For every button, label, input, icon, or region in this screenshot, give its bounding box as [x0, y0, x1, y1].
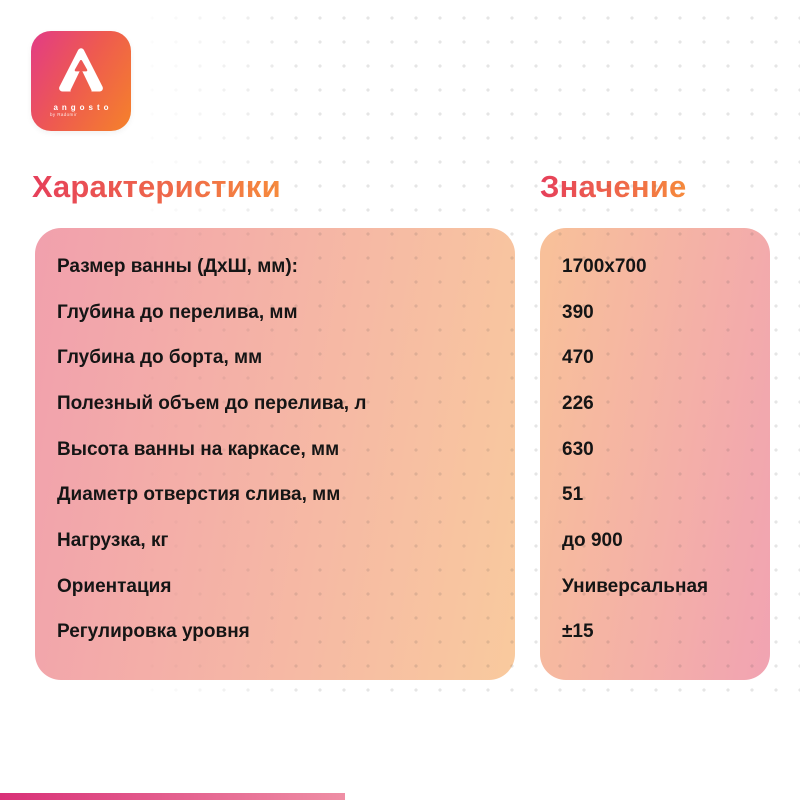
spec-value: 51 [562, 484, 584, 506]
angosto-a-icon [51, 42, 111, 102]
values-panel: 1700x700 390 470 226 630 51 до 900 Универсальна… [540, 228, 770, 680]
spec-value: ±15 [562, 621, 594, 643]
spec-label: Высота ванны на каркасе, мм [57, 438, 340, 460]
bottom-accent-bar [0, 793, 345, 800]
spec-label: Размер ванны (ДхШ, мм): [57, 255, 298, 277]
spec-value: 226 [562, 392, 594, 414]
spec-value: Универсальная [562, 575, 709, 597]
spec-label: Регулировка уровня [57, 621, 250, 643]
spec-value: 630 [562, 438, 594, 460]
spec-value: до 900 [562, 529, 623, 551]
spec-label: Полезный объем до перелива, л [57, 392, 367, 414]
spec-value: 1700x700 [562, 255, 647, 277]
spec-label: Ориентация [57, 575, 172, 597]
spec-label: Нагрузка, кг [57, 529, 169, 551]
brand-byline: by Radomir [50, 112, 78, 117]
spec-label: Глубина до перелива, мм [57, 301, 298, 323]
value-header: Значение [540, 169, 687, 204]
characteristics-header: Характеристики [32, 169, 281, 204]
brand-wordmark: angosto [53, 103, 113, 112]
spec-value: 470 [562, 347, 594, 369]
spec-label: Глубина до борта, мм [57, 347, 263, 369]
spec-value: 390 [562, 301, 594, 323]
characteristics-panel: Размер ванны (ДхШ, мм): Глубина до перели… [35, 228, 515, 680]
spec-label: Диаметр отверстия слива, мм [57, 484, 341, 506]
brand-logo: angosto by Radomir [31, 31, 131, 131]
